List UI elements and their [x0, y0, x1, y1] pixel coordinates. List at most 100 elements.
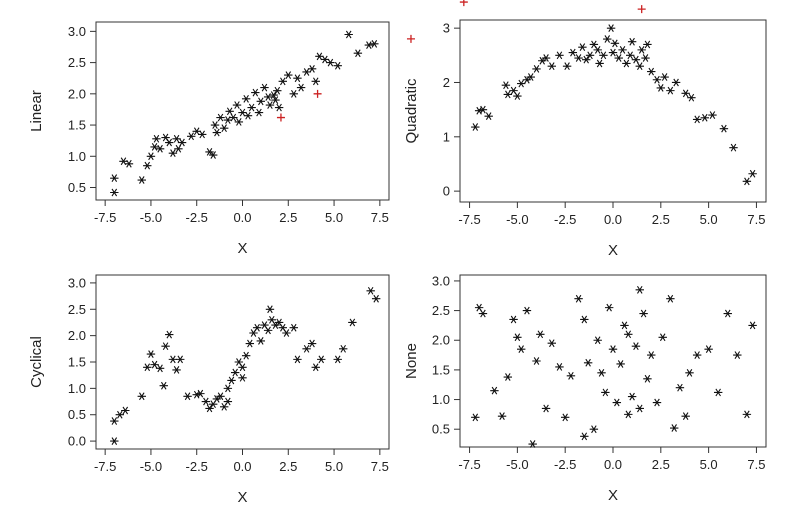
data-point — [143, 363, 152, 372]
data-point — [513, 333, 522, 342]
data-point — [243, 111, 253, 120]
x-tick-label: 2.5 — [279, 459, 297, 474]
data-point — [593, 46, 602, 54]
x-tick-label: -5.0 — [140, 210, 162, 225]
y-tick-label: 1.5 — [432, 362, 450, 377]
y-tick-label: 3.0 — [68, 24, 86, 39]
data-point — [269, 91, 278, 99]
data-point — [273, 86, 282, 95]
y-tick-label: 2.0 — [68, 328, 86, 343]
data-point — [353, 49, 363, 58]
data-point — [509, 315, 518, 324]
data-point — [723, 309, 732, 318]
data-point — [624, 410, 633, 419]
data-point — [532, 65, 541, 73]
data-point — [302, 68, 311, 76]
data-point — [307, 339, 317, 348]
y-tick-label: 1.5 — [68, 355, 86, 370]
data-point — [110, 417, 119, 425]
x-tick-label: 7.5 — [747, 212, 765, 227]
data-point — [311, 77, 320, 86]
x-tick-label: -2.5 — [186, 210, 208, 225]
data-point — [205, 148, 214, 156]
data-point — [622, 59, 631, 68]
data-point — [742, 177, 752, 186]
data-point — [631, 342, 641, 351]
data-point — [517, 345, 526, 354]
y-tick-label: 1.0 — [68, 149, 86, 164]
data-point — [311, 363, 320, 372]
data-point — [478, 105, 488, 114]
data-point — [713, 388, 723, 397]
data-point — [484, 112, 493, 121]
data-point — [256, 97, 266, 106]
data-point — [265, 305, 275, 314]
data-point — [172, 366, 181, 374]
data-point — [296, 83, 306, 92]
data-point — [333, 355, 342, 364]
x-tick-label: -7.5 — [94, 210, 116, 225]
data-point — [210, 121, 220, 129]
x-tick-label: 5.0 — [325, 210, 343, 225]
data-point — [263, 93, 273, 101]
data-point — [692, 115, 702, 124]
data-point — [284, 71, 293, 79]
data-point — [635, 404, 644, 413]
y-tick-label: 1.0 — [432, 392, 450, 407]
data-point — [471, 413, 480, 422]
x-tick-label: -7.5 — [94, 459, 116, 474]
data-point — [627, 37, 637, 46]
outlier-point — [313, 89, 322, 98]
x-tick-label: 0.0 — [604, 212, 622, 227]
data-point — [517, 79, 526, 88]
data-point — [474, 303, 484, 312]
data-point — [574, 294, 583, 303]
data-point — [212, 128, 222, 137]
y-tick-label: 0.5 — [68, 180, 86, 195]
data-point — [547, 339, 556, 348]
x-axis-title: X — [608, 487, 618, 504]
data-point — [267, 315, 276, 324]
data-point — [110, 188, 119, 197]
data-point — [562, 62, 572, 71]
data-point — [541, 54, 551, 62]
data-point — [639, 309, 648, 318]
data-point — [219, 402, 229, 411]
data-point — [187, 132, 196, 141]
data-point — [704, 345, 713, 354]
data-point — [656, 84, 666, 92]
data-point — [671, 78, 681, 87]
data-point — [143, 161, 152, 170]
data-point — [555, 363, 564, 371]
x-tick-label: 0.0 — [604, 457, 622, 472]
data-point — [302, 344, 311, 353]
x-tick-label: 7.5 — [747, 457, 765, 472]
data-point — [110, 437, 119, 445]
data-point — [256, 337, 266, 345]
data-point — [251, 88, 260, 97]
data-point — [263, 326, 273, 335]
data-point — [196, 389, 205, 398]
y-tick-label: 1 — [443, 129, 450, 144]
data-point — [580, 315, 589, 324]
x-axis-title: X — [237, 489, 247, 506]
data-point — [681, 89, 690, 98]
data-point — [528, 440, 537, 448]
data-point — [229, 113, 238, 122]
data-point — [583, 358, 593, 367]
data-point — [643, 40, 652, 49]
data-point — [666, 294, 675, 303]
data-point — [238, 373, 247, 382]
y-tick-label: 1.0 — [68, 381, 86, 396]
x-tick-label: 7.5 — [371, 210, 389, 225]
data-point — [641, 54, 650, 62]
plot-frame — [95, 21, 390, 201]
x-tick-label: -2.5 — [186, 459, 208, 474]
x-tick-label: -2.5 — [554, 212, 576, 227]
x-tick-label: 0.0 — [233, 210, 251, 225]
data-point — [150, 360, 159, 369]
data-point — [614, 54, 623, 62]
data-point — [121, 406, 130, 415]
data-point — [238, 363, 247, 372]
